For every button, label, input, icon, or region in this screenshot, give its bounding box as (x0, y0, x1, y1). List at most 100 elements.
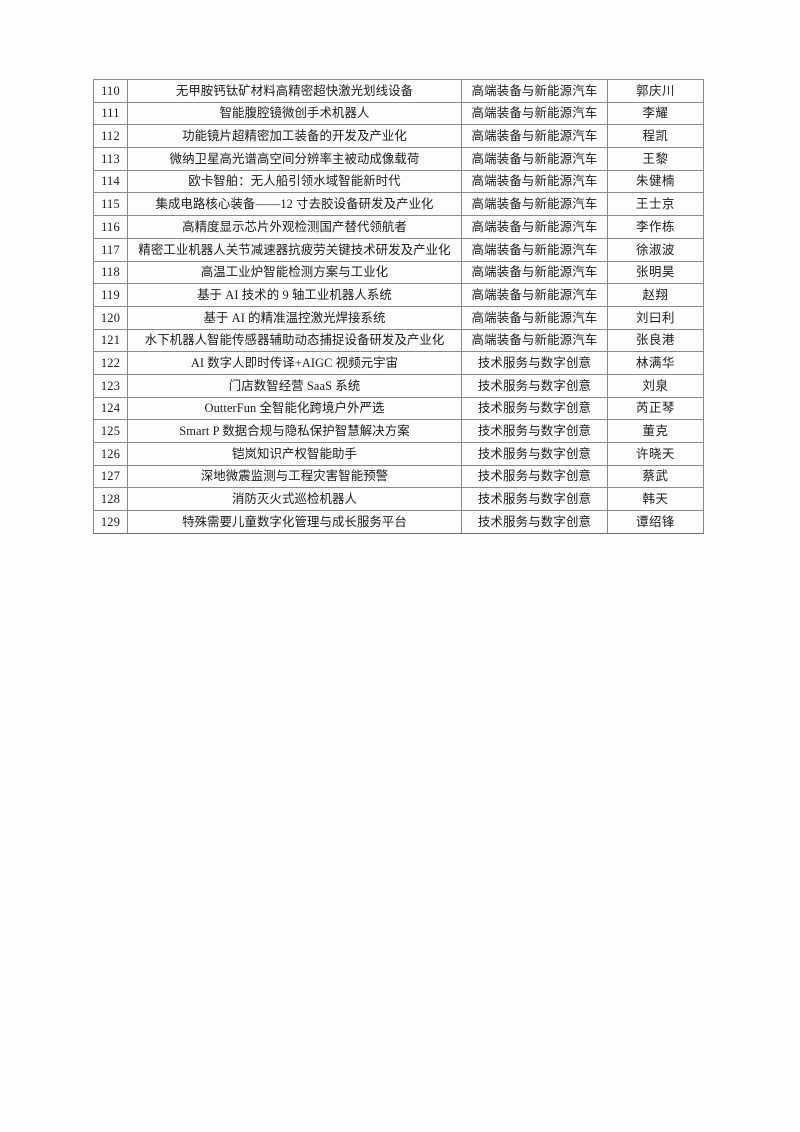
cell-serial-number: 114 (93, 169, 128, 194)
table-row: 120 基于 AI 的精准温控激光焊接系统 高端装备与新能源汽车 刘曰利 (93, 305, 704, 330)
cell-project-title: 基于 AI 的精准温控激光焊接系统 (127, 305, 462, 330)
cell-project-title: 水下机器人智能传感器辅助动态捕捉设备研发及产业化 (127, 328, 462, 353)
cell-contact-name: 芮正琴 (607, 396, 704, 421)
cell-serial-number: 113 (93, 147, 128, 171)
cell-category: 高端装备与新能源汽车 (461, 283, 608, 307)
cell-category: 高端装备与新能源汽车 (461, 215, 608, 239)
cell-serial-number: 112 (93, 124, 128, 149)
cell-contact-name: 张良港 (607, 328, 704, 353)
cell-category: 技术服务与数字创意 (461, 487, 608, 512)
cell-project-title: 高温工业炉智能检测方案与工业化 (127, 260, 462, 285)
cell-project-title: 无甲胺钙钛矿材料高精密超快激光划线设备 (127, 79, 462, 103)
cell-project-title: 门店数智经营 SaaS 系统 (127, 373, 462, 398)
cell-serial-number: 119 (93, 283, 128, 307)
cell-contact-name: 程凯 (607, 124, 704, 149)
cell-serial-number: 116 (93, 215, 128, 239)
cell-project-title: 功能镜片超精密加工装备的开发及产业化 (127, 124, 462, 149)
cell-category: 技术服务与数字创意 (461, 464, 608, 489)
cell-contact-name: 蔡武 (607, 464, 704, 489)
table-row: 126 铠岚知识产权智能助手 技术服务与数字创意 许晓天 (93, 442, 704, 466)
table-row: 123 门店数智经营 SaaS 系统 技术服务与数字创意 刘泉 (93, 373, 704, 398)
cell-contact-name: 林满华 (607, 351, 704, 375)
table-row: 111 智能腹腔镜微创手术机器人 高端装备与新能源汽车 李耀 (93, 101, 704, 126)
table-row: 115 集成电路核心装备——12 寸去胶设备研发及产业化 高端装备与新能源汽车 王士京 (93, 192, 704, 217)
cell-category: 高端装备与新能源汽车 (461, 260, 608, 285)
cell-project-title: 基于 AI 技术的 9 轴工业机器人系统 (127, 283, 462, 307)
cell-contact-name: 赵翔 (607, 283, 704, 307)
cell-serial-number: 111 (93, 101, 128, 126)
cell-project-title: 欧卡智舶：无人船引领水域智能新时代 (127, 169, 462, 194)
cell-category: 技术服务与数字创意 (461, 351, 608, 375)
project-list-table: 110 无甲胺钙钛矿材料高精密超快激光划线设备 高端装备与新能源汽车 郭庆川 111 智能… (93, 79, 704, 534)
cell-project-title: Smart P 数据合规与隐私保护智慧解决方案 (127, 419, 462, 443)
cell-contact-name: 刘泉 (607, 373, 704, 398)
cell-contact-name: 郭庆川 (607, 79, 704, 103)
cell-contact-name: 徐淑波 (607, 237, 704, 262)
table-row: 113 微纳卫星高光谱高空间分辨率主被动成像载荷 高端装备与新能源汽车 王黎 (93, 147, 704, 171)
cell-project-title: 高精度显示芯片外观检测国产替代领航者 (127, 215, 462, 239)
cell-category: 高端装备与新能源汽车 (461, 101, 608, 126)
table-row: 121 水下机器人智能传感器辅助动态捕捉设备研发及产业化 高端装备与新能源汽车 张良港 (93, 328, 704, 353)
cell-contact-name: 王黎 (607, 147, 704, 171)
cell-serial-number: 120 (93, 305, 128, 330)
cell-category: 高端装备与新能源汽车 (461, 192, 608, 217)
cell-serial-number: 117 (93, 237, 128, 262)
cell-project-title: 精密工业机器人关节减速器抗疲劳关键技术研发及产业化 (127, 237, 462, 262)
cell-category: 高端装备与新能源汽车 (461, 124, 608, 149)
cell-category: 高端装备与新能源汽车 (461, 79, 608, 103)
cell-contact-name: 许晓天 (607, 442, 704, 466)
cell-serial-number: 122 (93, 351, 128, 375)
cell-contact-name: 刘曰利 (607, 305, 704, 330)
project-table-container: 110 无甲胺钙钛矿材料高精密超快激光划线设备 高端装备与新能源汽车 郭庆川 111 智能… (93, 79, 704, 534)
cell-contact-name: 王士京 (607, 192, 704, 217)
cell-serial-number: 129 (93, 510, 128, 534)
cell-category: 技术服务与数字创意 (461, 396, 608, 421)
table-row: 124 OutterFun 全智能化跨境户外严选 技术服务与数字创意 芮正琴 (93, 396, 704, 421)
cell-serial-number: 121 (93, 328, 128, 353)
cell-contact-name: 韩天 (607, 487, 704, 512)
table-row: 118 高温工业炉智能检测方案与工业化 高端装备与新能源汽车 张明昊 (93, 260, 704, 285)
table-row: 116 高精度显示芯片外观检测国产替代领航者 高端装备与新能源汽车 李作栋 (93, 215, 704, 239)
cell-contact-name: 李耀 (607, 101, 704, 126)
cell-serial-number: 110 (93, 79, 128, 103)
cell-project-title: OutterFun 全智能化跨境户外严选 (127, 396, 462, 421)
cell-project-title: 深地微震监测与工程灾害智能预警 (127, 464, 462, 489)
cell-project-title: 智能腹腔镜微创手术机器人 (127, 101, 462, 126)
cell-serial-number: 123 (93, 373, 128, 398)
cell-category: 高端装备与新能源汽车 (461, 328, 608, 353)
cell-category: 技术服务与数字创意 (461, 419, 608, 443)
cell-category: 技术服务与数字创意 (461, 510, 608, 534)
cell-serial-number: 126 (93, 442, 128, 466)
cell-contact-name: 谭绍锋 (607, 510, 704, 534)
cell-project-title: 铠岚知识产权智能助手 (127, 442, 462, 466)
cell-category: 高端装备与新能源汽车 (461, 147, 608, 171)
cell-category: 技术服务与数字创意 (461, 442, 608, 466)
cell-category: 高端装备与新能源汽车 (461, 169, 608, 194)
cell-contact-name: 张明昊 (607, 260, 704, 285)
cell-contact-name: 朱健楠 (607, 169, 704, 194)
cell-contact-name: 董克 (607, 419, 704, 443)
table-row: 114 欧卡智舶：无人船引领水域智能新时代 高端装备与新能源汽车 朱健楠 (93, 169, 704, 194)
table-row: 119 基于 AI 技术的 9 轴工业机器人系统 高端装备与新能源汽车 赵翔 (93, 283, 704, 307)
cell-category: 高端装备与新能源汽车 (461, 305, 608, 330)
table-row: 128 消防灭火式巡检机器人 技术服务与数字创意 韩天 (93, 487, 704, 512)
cell-serial-number: 124 (93, 396, 128, 421)
cell-project-title: 微纳卫星高光谱高空间分辨率主被动成像载荷 (127, 147, 462, 171)
cell-serial-number: 128 (93, 487, 128, 512)
cell-contact-name: 李作栋 (607, 215, 704, 239)
table-row: 125 Smart P 数据合规与隐私保护智慧解决方案 技术服务与数字创意 董克 (93, 419, 704, 443)
cell-project-title: 特殊需要儿童数字化管理与成长服务平台 (127, 510, 462, 534)
table-row: 112 功能镜片超精密加工装备的开发及产业化 高端装备与新能源汽车 程凯 (93, 124, 704, 149)
cell-project-title: AI 数字人即时传译+AIGC 视频元宇宙 (127, 351, 462, 375)
table-row: 117 精密工业机器人关节减速器抗疲劳关键技术研发及产业化 高端装备与新能源汽车 徐淑… (93, 237, 704, 262)
cell-project-title: 集成电路核心装备——12 寸去胶设备研发及产业化 (127, 192, 462, 217)
cell-category: 技术服务与数字创意 (461, 373, 608, 398)
table-row: 122 AI 数字人即时传译+AIGC 视频元宇宙 技术服务与数字创意 林满华 (93, 351, 704, 375)
cell-serial-number: 118 (93, 260, 128, 285)
table-row: 129 特殊需要儿童数字化管理与成长服务平台 技术服务与数字创意 谭绍锋 (93, 510, 704, 534)
cell-project-title: 消防灭火式巡检机器人 (127, 487, 462, 512)
cell-serial-number: 125 (93, 419, 128, 443)
table-row: 110 无甲胺钙钛矿材料高精密超快激光划线设备 高端装备与新能源汽车 郭庆川 (93, 79, 704, 103)
cell-category: 高端装备与新能源汽车 (461, 237, 608, 262)
